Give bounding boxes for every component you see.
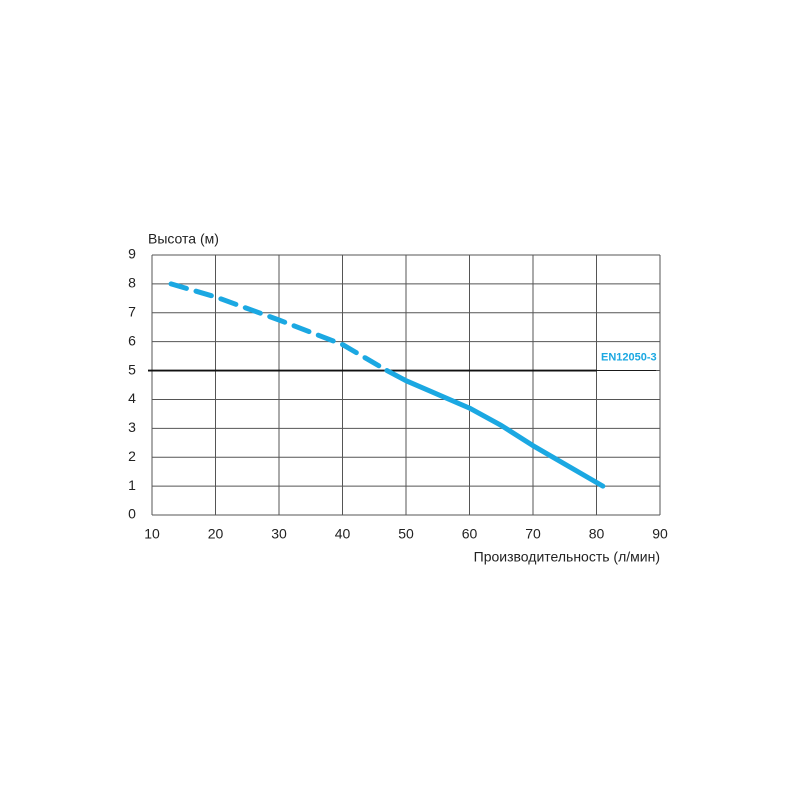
x-tick-label: 20 bbox=[208, 526, 224, 542]
x-tick-label: 50 bbox=[398, 526, 414, 542]
x-tick-label: 70 bbox=[525, 526, 541, 542]
y-tick-label: 6 bbox=[128, 332, 136, 348]
y-tick-label: 4 bbox=[128, 390, 136, 406]
y-axis-title: Высота (м) bbox=[148, 231, 219, 247]
x-tick-label: 90 bbox=[652, 526, 668, 542]
y-tick-label: 9 bbox=[128, 246, 136, 262]
reference-label: EN12050-3 bbox=[601, 351, 657, 363]
y-tick-label: 8 bbox=[128, 275, 136, 291]
y-tick-label: 3 bbox=[128, 419, 136, 435]
y-tick-label: 2 bbox=[128, 448, 136, 464]
curve bbox=[168, 281, 390, 374]
x-tick-label: 80 bbox=[589, 526, 605, 542]
x-tick-label: 10 bbox=[144, 526, 160, 542]
y-tick-label: 1 bbox=[128, 477, 136, 493]
x-tick-label: 30 bbox=[271, 526, 287, 542]
curve bbox=[384, 368, 606, 489]
y-tick-label: 5 bbox=[128, 361, 136, 377]
x-tick-label: 60 bbox=[462, 526, 478, 542]
y-tick-label: 7 bbox=[128, 303, 136, 319]
x-tick-label: 40 bbox=[335, 526, 351, 542]
x-axis-title: Производительность (л/мин) bbox=[474, 549, 660, 565]
y-tick-label: 0 bbox=[128, 506, 136, 522]
